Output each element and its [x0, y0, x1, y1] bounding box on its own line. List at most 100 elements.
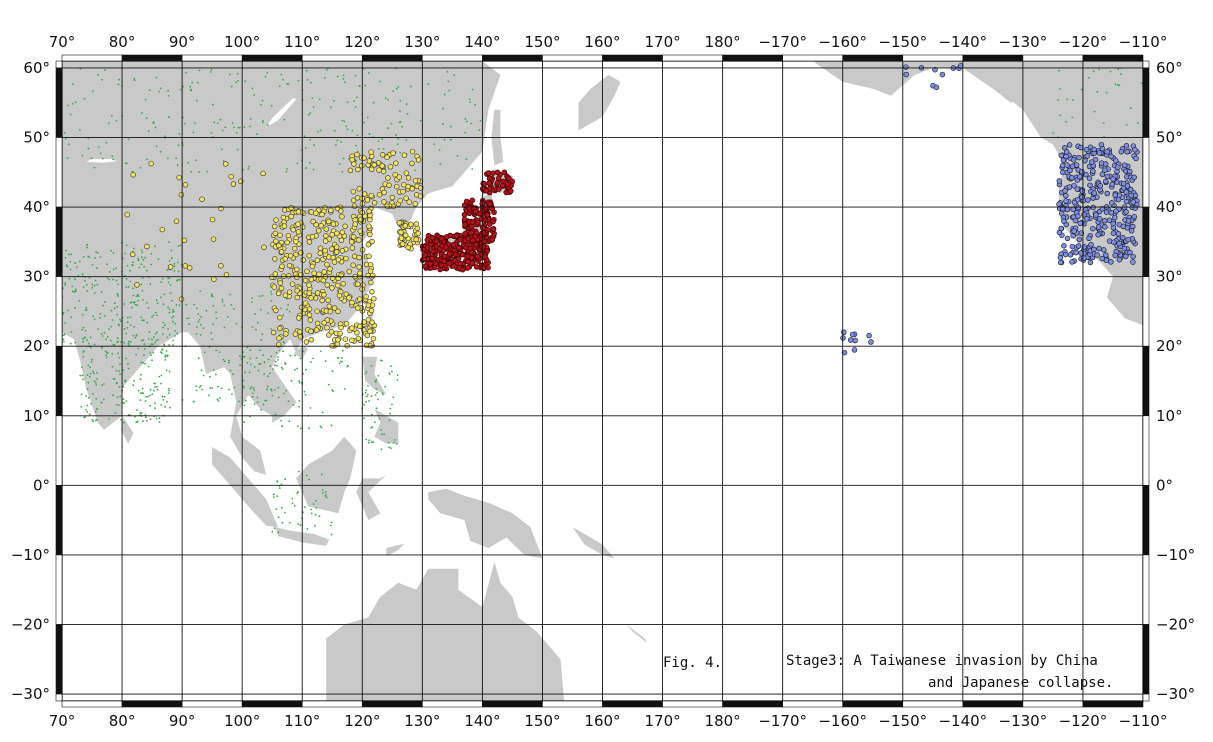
minor-settlements-point	[123, 303, 126, 305]
minor-settlements-point	[127, 316, 129, 319]
frame-right-segment	[1142, 67, 1150, 138]
minor-settlements-point	[285, 170, 288, 173]
minor-settlements-point	[108, 271, 111, 273]
minor-settlements-point	[87, 396, 90, 399]
minor-settlements-point	[81, 154, 84, 157]
frame-bottom-segment	[121, 700, 183, 708]
minor-settlements-point	[1092, 70, 1095, 73]
minor-settlements-point	[164, 135, 166, 138]
minor-settlements-point	[370, 365, 373, 367]
minor-settlements-point	[110, 325, 113, 328]
minor-settlements-point	[368, 400, 370, 402]
us-west-point	[1102, 224, 1108, 230]
frame-bottom-segment	[301, 700, 363, 708]
minor-settlements-point	[209, 375, 212, 378]
minor-settlements-point	[155, 299, 158, 302]
china-sphere-point	[350, 234, 357, 240]
china-sphere-point	[178, 191, 185, 198]
china-sphere-point	[365, 316, 372, 323]
minor-settlements-point	[296, 492, 299, 495]
minor-settlements-point	[264, 399, 266, 402]
minor-settlements-point	[174, 330, 177, 332]
minor-settlements-point	[354, 74, 357, 77]
minor-settlements-point	[470, 122, 472, 125]
minor-settlements-point	[383, 433, 386, 436]
minor-settlements-point	[173, 269, 176, 272]
minor-settlements-point	[252, 387, 255, 390]
minor-settlements-point	[376, 391, 378, 394]
china-sphere-point	[349, 245, 356, 251]
minor-settlements-point	[167, 387, 170, 390]
china-sphere-point	[351, 203, 358, 209]
minor-settlements-point	[125, 400, 128, 402]
minor-settlements-point	[387, 127, 389, 130]
us-west-point	[1097, 216, 1103, 222]
minor-settlements-point	[305, 368, 307, 371]
us-west-point	[1113, 208, 1119, 214]
minor-settlements-point	[330, 521, 333, 524]
us-west-point	[1091, 190, 1098, 196]
china-sphere-point	[318, 223, 324, 229]
frame-bottom-segment	[1022, 700, 1084, 708]
minor-settlements-point	[287, 304, 289, 306]
japan-point	[495, 175, 502, 182]
minor-settlements-point	[143, 265, 146, 268]
minor-settlements-point	[172, 315, 175, 318]
lat-tick-label-left: 10°	[23, 407, 50, 425]
us-west-point	[1095, 224, 1102, 230]
minor-settlements-point	[286, 168, 288, 170]
china-sphere-point	[339, 248, 346, 254]
china-sphere-point	[323, 233, 329, 239]
minor-settlements-point	[200, 369, 203, 372]
us-west-point	[1061, 145, 1068, 151]
china-sphere-point	[340, 280, 347, 287]
frame-top-segment	[61, 54, 123, 62]
minor-settlements-point	[79, 68, 82, 70]
china-sphere-point	[333, 249, 340, 255]
minor-settlements-point	[107, 122, 110, 125]
minor-settlements-point	[314, 524, 316, 527]
minor-settlements-point	[287, 400, 290, 403]
minor-settlements-point	[140, 373, 142, 376]
minor-settlements-point	[370, 413, 373, 416]
minor-settlements-point	[1114, 83, 1117, 85]
minor-settlements-point	[136, 304, 139, 307]
us-west-point	[1081, 255, 1087, 261]
china-sphere-point	[297, 329, 303, 335]
china-sphere-point	[361, 191, 368, 197]
minor-settlements-point	[106, 277, 109, 279]
japan-point	[470, 237, 476, 244]
minor-settlements-point	[115, 369, 118, 372]
japan-point	[422, 263, 428, 270]
minor-settlements-point	[215, 317, 218, 320]
china-sphere-point	[368, 166, 375, 173]
minor-settlements-point	[251, 392, 254, 395]
minor-settlements-point	[105, 351, 108, 354]
china-sphere-point	[159, 226, 166, 233]
minor-settlements-point	[277, 531, 280, 534]
frame-bottom-segment	[1082, 700, 1144, 708]
minor-settlements-point	[471, 168, 474, 170]
caption-line-1: Stage3: A Taiwanese invasion by China	[786, 653, 1098, 669]
minor-settlements-point	[125, 244, 128, 247]
minor-settlements-point	[291, 502, 294, 505]
china-sphere-point	[366, 223, 372, 229]
minor-settlements-point	[125, 286, 128, 289]
minor-settlements-point	[251, 87, 254, 90]
minor-settlements-point	[105, 141, 108, 144]
minor-settlements-point	[210, 332, 213, 334]
minor-settlements-point	[306, 528, 309, 530]
timor-land	[386, 543, 405, 557]
minor-settlements-point	[119, 395, 122, 398]
minor-settlements-point	[251, 297, 254, 300]
minor-settlements-point	[149, 405, 152, 407]
minor-settlements-point	[191, 81, 194, 84]
china-sphere-point	[324, 282, 330, 288]
minor-settlements-point	[227, 361, 230, 364]
minor-settlements-point	[64, 282, 67, 285]
minor-settlements-point	[131, 306, 133, 309]
china-sphere-point	[278, 285, 285, 292]
china-sphere-point	[327, 308, 334, 315]
minor-settlements-point	[90, 157, 93, 160]
china-sphere-point	[230, 181, 237, 187]
